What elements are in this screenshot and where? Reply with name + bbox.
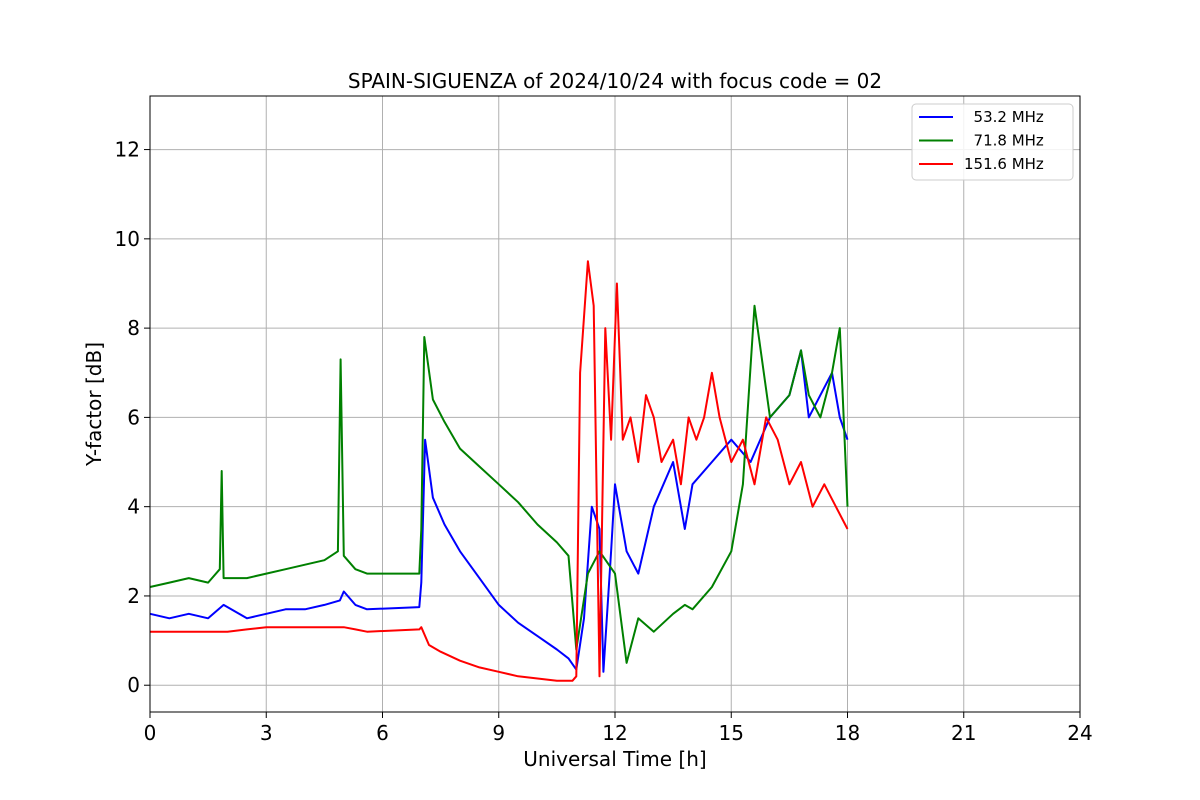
y-tick-label: 12 [115, 138, 140, 162]
y-axis-label: Y-factor [dB] [82, 342, 106, 467]
legend-label-2: 151.6 MHz [964, 155, 1044, 173]
x-tick-label: 21 [951, 721, 976, 745]
x-tick-label: 6 [376, 721, 389, 745]
x-tick-label: 3 [260, 721, 273, 745]
legend-box [911, 103, 1074, 181]
x-tick-label: 24 [1067, 721, 1092, 745]
y-tick-label: 8 [127, 316, 140, 340]
series-line-2 [150, 260, 849, 682]
chart-title: SPAIN-SIGUENZA of 2024/10/24 with focus … [348, 69, 882, 93]
y-tick-label: 0 [127, 673, 140, 697]
legend-label-0: 53.2 MHz [964, 108, 1044, 126]
x-tick-label: 15 [719, 721, 744, 745]
legend: 53.2 MHz 71.8 MHz 151.6 MHz [911, 103, 1074, 181]
legend-label-1: 71.8 MHz [964, 132, 1044, 150]
y-axis-ticks: 0 2 4 6 8 10 12 [115, 138, 150, 697]
x-axis-ticks: 0 3 6 9 12 15 18 21 24 [144, 712, 1093, 745]
x-tick-label: 9 [492, 721, 505, 745]
x-axis-label: Universal Time [h] [523, 747, 706, 771]
series-line-1 [149, 304, 849, 664]
y-tick-label: 4 [127, 495, 140, 519]
y-tick-label: 2 [127, 584, 140, 608]
x-tick-label: 12 [602, 721, 627, 745]
y-tick-label: 6 [127, 405, 140, 429]
y-tick-label: 10 [115, 227, 140, 251]
x-tick-label: 0 [144, 721, 157, 745]
x-tick-label: 18 [835, 721, 860, 745]
series-layer [149, 260, 849, 682]
